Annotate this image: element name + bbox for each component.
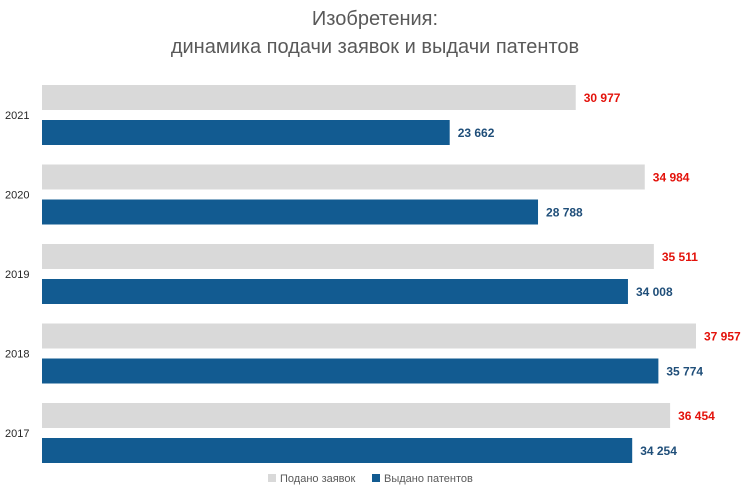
category-label-2017: 2017	[5, 428, 29, 440]
data-label-patents-2019: 34 008	[636, 285, 673, 299]
bar-applications-2019	[42, 244, 654, 269]
legend-swatch-applications	[268, 474, 276, 482]
data-label-patents-2018: 35 774	[666, 365, 703, 379]
data-label-applications-2018: 37 957	[704, 330, 741, 344]
bar-applications-2018	[42, 324, 696, 349]
bar-patents-2017	[42, 438, 632, 463]
bar-patents-2020	[42, 200, 538, 225]
bar-patents-2019	[42, 279, 628, 304]
data-label-applications-2020: 34 984	[653, 171, 690, 185]
data-label-applications-2019: 35 511	[662, 250, 698, 264]
category-label-2020: 2020	[5, 190, 29, 202]
data-label-patents-2021: 23 662	[458, 126, 495, 140]
category-label-2021: 2021	[5, 110, 29, 122]
legend-swatch-patents	[372, 474, 380, 482]
category-label-2018: 2018	[5, 349, 29, 361]
data-label-patents-2017: 34 254	[640, 444, 677, 458]
legend-label-applications: Подано заявок	[280, 473, 356, 485]
data-label-patents-2020: 28 788	[546, 206, 583, 220]
bar-applications-2017	[42, 403, 670, 428]
bar-patents-2018	[42, 359, 658, 384]
data-label-applications-2017: 36 454	[678, 409, 715, 423]
bar-applications-2021	[42, 85, 576, 110]
legend-label-patents: Выдано патентов	[384, 473, 473, 485]
category-label-2019: 2019	[5, 269, 29, 281]
data-label-applications-2021: 30 977	[584, 91, 621, 105]
bar-applications-2020	[42, 165, 645, 190]
bar-patents-2021	[42, 120, 450, 145]
